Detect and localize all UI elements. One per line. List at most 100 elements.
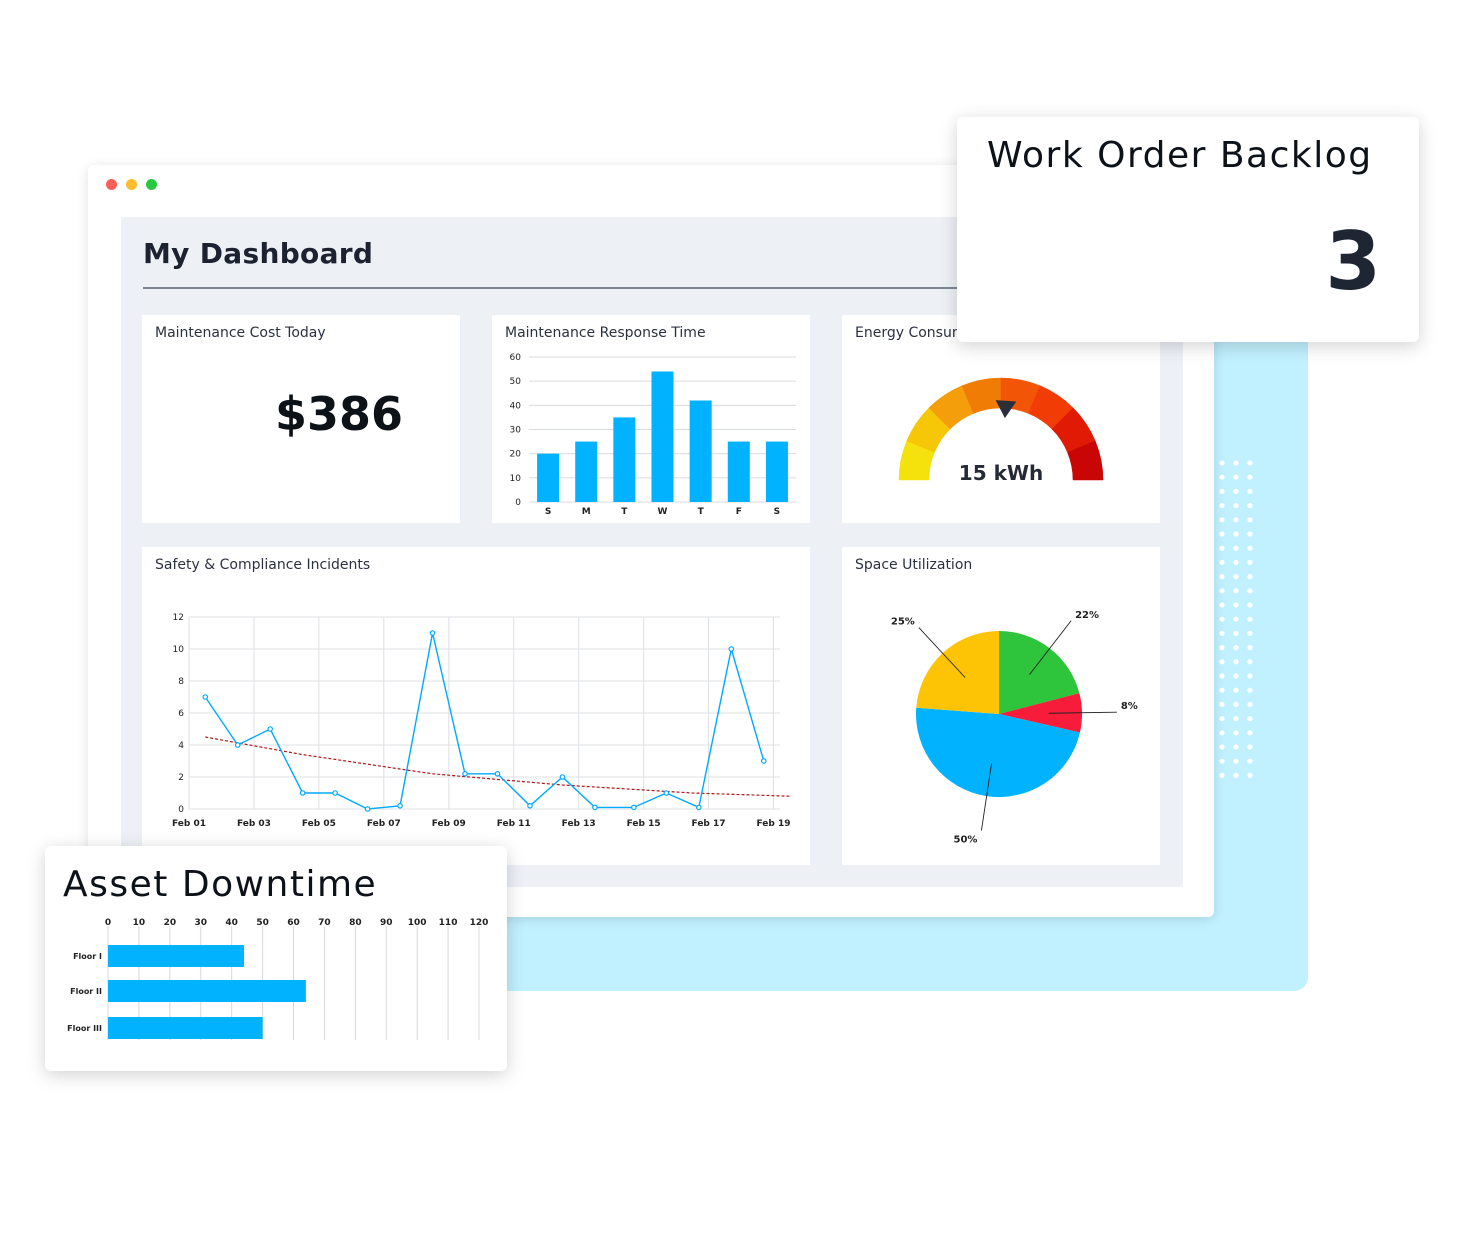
page-title: My Dashboard bbox=[143, 237, 374, 270]
x-tick-label: 40 bbox=[225, 918, 238, 928]
pattern-dot bbox=[1219, 474, 1225, 480]
y-tick-label: Floor II bbox=[70, 987, 102, 996]
data-point-9 bbox=[494, 771, 501, 777]
energy-gauge: 15 kWh bbox=[898, 377, 1104, 485]
pattern-dot bbox=[1247, 460, 1253, 466]
x-tick-label: 50 bbox=[256, 918, 269, 928]
pattern-dot bbox=[1233, 602, 1239, 608]
pie-slice-1 bbox=[999, 693, 1082, 733]
pattern-dot bbox=[1247, 630, 1253, 636]
pattern-dot bbox=[1219, 517, 1225, 523]
pattern-dot bbox=[1247, 730, 1253, 736]
x-tick-label: S bbox=[545, 507, 551, 517]
energy-card[interactable]: Energy Consumption 15 kWh bbox=[842, 315, 1160, 523]
window-maximize-dot[interactable] bbox=[146, 179, 157, 190]
data-point-6 bbox=[397, 802, 403, 809]
pie-leader-line bbox=[1029, 620, 1072, 675]
pattern-dot bbox=[1233, 616, 1239, 622]
x-tick-label: Feb 15 bbox=[627, 819, 661, 829]
downtime-bar-2 bbox=[108, 1017, 263, 1039]
pie-label: 25% bbox=[891, 617, 915, 628]
data-point-1 bbox=[234, 742, 241, 748]
x-tick-label: 90 bbox=[380, 918, 393, 928]
x-tick-label: T bbox=[621, 507, 628, 517]
x-tick-label: 100 bbox=[408, 918, 427, 928]
pattern-dot bbox=[1233, 545, 1239, 551]
x-tick-label: T bbox=[698, 507, 705, 517]
incident-series-line bbox=[204, 632, 765, 810]
pattern-dot bbox=[1233, 474, 1239, 480]
pattern-dot bbox=[1219, 460, 1225, 466]
pattern-dot bbox=[1247, 531, 1253, 537]
window-minimize-dot[interactable] bbox=[126, 179, 137, 190]
pie-leader-line bbox=[1048, 711, 1117, 714]
x-tick-label: Feb 07 bbox=[367, 819, 401, 829]
pie-slice-0 bbox=[999, 631, 1080, 714]
pattern-dot bbox=[1233, 630, 1239, 636]
y-tick-label: 2 bbox=[178, 773, 184, 783]
pattern-dot bbox=[1233, 687, 1239, 693]
safety-line-chart: 0 2 4 6 8 10 12 Feb 01 Feb 03 Feb 05 Feb 07 Feb 09 F… bbox=[172, 613, 791, 829]
pattern-dot bbox=[1233, 531, 1239, 537]
y-tick-label: 4 bbox=[178, 741, 184, 751]
pattern-dot bbox=[1233, 716, 1239, 722]
bar-6 bbox=[765, 441, 788, 502]
pattern-dot bbox=[1247, 645, 1253, 651]
data-point-5 bbox=[364, 806, 371, 812]
y-tick-label: 30 bbox=[510, 426, 522, 436]
energy-value: 15 kWh bbox=[959, 461, 1043, 485]
pattern-dot bbox=[1219, 687, 1225, 693]
pattern-dot bbox=[1233, 503, 1239, 509]
y-tick-label: 10 bbox=[173, 645, 185, 655]
data-point-15 bbox=[696, 804, 702, 811]
data-point-0 bbox=[202, 694, 209, 700]
pattern-dot bbox=[1233, 574, 1239, 580]
y-tick-label: 10 bbox=[510, 474, 522, 484]
card-title: Safety & Compliance Incidents bbox=[155, 557, 371, 573]
y-tick-label: 0 bbox=[515, 498, 521, 508]
data-point-17 bbox=[760, 758, 767, 764]
maintenance-cost-card[interactable]: Maintenance Cost Today $386 bbox=[142, 315, 460, 523]
response-time-card[interactable]: Maintenance Response Time 0 10 20 30 40 50 60 S… bbox=[492, 315, 810, 523]
bar-0 bbox=[537, 453, 560, 502]
bar-3 bbox=[651, 371, 674, 502]
safety-card[interactable]: Safety & Compliance Incidents 0 2 4 6 8 10 12 F… bbox=[142, 547, 810, 865]
pattern-dot bbox=[1219, 730, 1225, 736]
pattern-dot bbox=[1219, 673, 1225, 679]
bar-4 bbox=[689, 400, 712, 502]
window-close-dot[interactable] bbox=[106, 179, 117, 190]
data-point-12 bbox=[592, 804, 598, 811]
pattern-dot bbox=[1233, 645, 1239, 651]
pattern-dot bbox=[1233, 730, 1239, 736]
space-pie-chart: 22% 8% 50% 25% bbox=[891, 610, 1138, 846]
work-order-title: Work Order Backlog bbox=[987, 135, 1373, 176]
pattern-dot bbox=[1247, 559, 1253, 565]
x-tick-label: Feb 11 bbox=[497, 819, 531, 829]
pattern-dot bbox=[1247, 616, 1253, 622]
pattern-dot bbox=[1247, 545, 1253, 551]
y-tick-label: Floor III bbox=[67, 1024, 102, 1033]
data-point-4 bbox=[332, 790, 338, 796]
x-tick-label: 110 bbox=[439, 918, 458, 928]
pattern-dot bbox=[1219, 488, 1225, 494]
y-tick-label: 40 bbox=[510, 401, 522, 411]
pattern-dot bbox=[1247, 474, 1253, 480]
pattern-dot bbox=[1219, 503, 1225, 509]
pattern-dot bbox=[1219, 630, 1225, 636]
pattern-dot bbox=[1219, 772, 1225, 778]
space-card[interactable]: Space Utilization 22% 8% 50% 25% bbox=[842, 547, 1160, 865]
y-tick-label: 50 bbox=[510, 377, 522, 387]
pie-leader-line bbox=[918, 627, 966, 678]
x-tick-label: 0 bbox=[105, 918, 111, 928]
asset-downtime-card[interactable]: Asset Downtime 0 10 20 30 40 50 60 70 80 90 100 110… bbox=[45, 846, 507, 1071]
x-tick-label: Feb 17 bbox=[692, 819, 726, 829]
x-tick-label: Feb 03 bbox=[237, 819, 271, 829]
x-tick-label: F bbox=[736, 507, 742, 517]
gauge-segment-7 bbox=[1067, 440, 1104, 481]
data-point-2 bbox=[267, 726, 273, 732]
pattern-dot bbox=[1247, 701, 1253, 707]
bar-1 bbox=[575, 441, 598, 502]
pattern-dot bbox=[1219, 588, 1225, 594]
x-tick-label: Feb 01 bbox=[172, 819, 206, 829]
work-order-backlog-card[interactable]: Work Order Backlog 3 bbox=[957, 117, 1419, 342]
